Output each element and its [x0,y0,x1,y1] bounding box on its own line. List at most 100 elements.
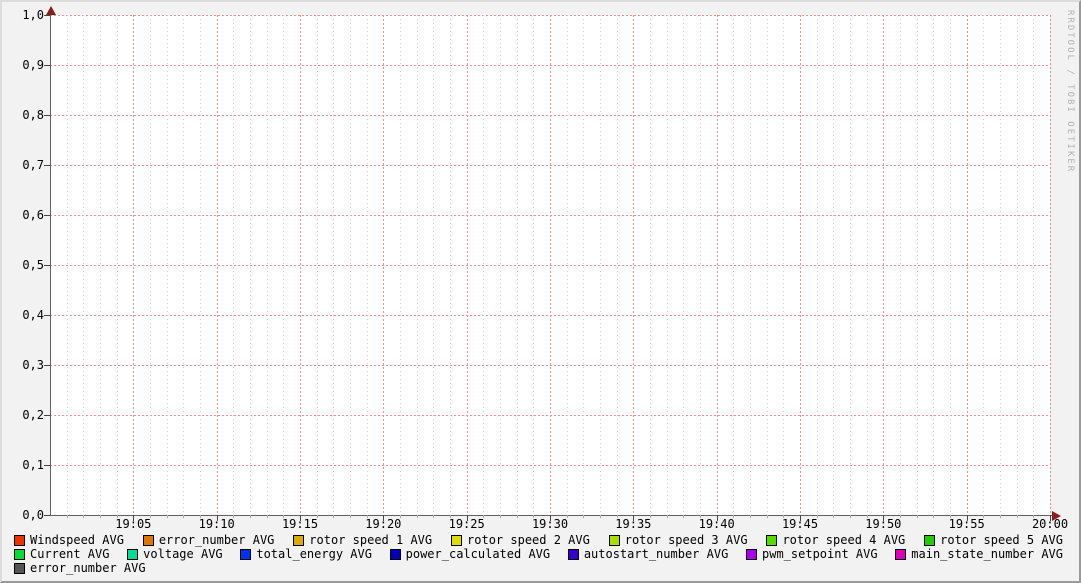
minor-v-gridline [250,15,251,515]
legend-item: autostart_number AVG [567,547,729,561]
legend-color-swatch [389,548,401,560]
x-minor-tick [816,515,818,518]
x-major-tick [300,515,301,521]
major-v-gridline [466,15,468,515]
minor-v-gridline [733,15,735,515]
legend: Windspeed AVG error_number AVG rotor speed… [2,533,1079,575]
minor-v-gridline [1033,15,1035,515]
minor-v-gridline [1016,15,1018,515]
x-minor-tick [366,515,368,518]
x-minor-tick [566,515,568,518]
x-minor-tick [450,515,451,518]
y-tick-label: 0,0 [22,508,44,522]
legend-item: main_state_number AVG [895,547,1063,561]
minor-v-gridline [200,15,201,515]
minor-v-gridline [600,15,601,515]
x-minor-tick [600,515,601,518]
y-tick-label: 0,5 [22,258,44,272]
legend-item: Current AVG [14,547,109,561]
x-minor-tick [700,515,701,518]
x-minor-tick [283,515,285,518]
x-minor-tick [483,515,485,518]
x-minor-tick [1016,515,1018,518]
legend-label: autostart_number AVG [583,547,729,561]
minor-v-gridline [283,15,285,515]
minor-v-gridline [700,15,701,515]
x-tick-label: 19:45 [781,517,819,531]
legend-color-swatch [608,534,620,546]
x-minor-tick [416,515,418,518]
minor-v-gridline [400,15,401,515]
x-minor-tick [1033,515,1035,518]
minor-v-gridline [666,15,668,515]
y-tick-label: 0,9 [22,58,44,72]
y-tick-label: 0,6 [22,208,44,222]
minor-v-gridline [566,15,568,515]
x-major-tick [800,515,801,521]
x-minor-tick [983,515,985,518]
legend-label: pwm_setpoint AVG [762,547,878,561]
minor-v-gridline [433,15,435,515]
minor-v-gridline [100,15,101,515]
legend-color-swatch [451,534,463,546]
major-v-gridline [883,15,885,515]
minor-v-gridline [66,15,68,515]
y-tick [44,165,50,166]
x-tick-label: 19:05 [115,517,152,531]
minor-v-gridline [583,15,585,515]
y-tick [44,515,50,516]
minor-v-gridline [616,15,618,515]
legend-label: power_calculated AVG [405,547,551,561]
x-major-tick [1050,515,1051,521]
legend-label: voltage AVG [143,547,223,561]
y-tick-label: 0,3 [22,358,44,372]
x-minor-tick [116,515,118,518]
minor-v-gridline [950,15,951,515]
x-minor-tick [266,515,268,518]
legend-item: voltage AVG [127,547,223,561]
legend-item: rotor speed 4 AVG [766,533,905,547]
minor-v-gridline [166,15,168,515]
minor-v-gridline [783,15,785,515]
legend-row: Current AVG voltage AVG total_energy AVG po… [14,547,1063,561]
minor-v-gridline [683,15,685,515]
x-major-tick [966,515,968,521]
x-axis-arrow-icon [1052,511,1061,521]
minor-v-gridline [933,15,935,515]
legend-label: Current AVG [30,547,110,561]
minor-v-gridline [650,15,651,515]
legend-label: main_state_number AVG [911,547,1063,561]
y-tick [44,465,50,466]
legend-color-swatch [14,562,25,574]
x-major-tick [633,515,635,521]
x-major-tick [550,515,551,521]
major-v-gridline [550,15,551,515]
minor-v-gridline [333,15,335,515]
x-minor-tick [433,515,435,518]
minor-v-gridline [816,15,818,515]
x-minor-tick [1000,515,1001,518]
legend-color-swatch [567,548,579,560]
x-minor-tick [583,515,585,518]
x-minor-tick [183,515,185,518]
x-tick-label: 19:35 [615,517,652,531]
legend-row: error_number AVG [14,561,1063,575]
legend-label: rotor speed 2 AVG [467,533,590,547]
legend-item: error_number AVG [14,561,146,575]
minor-v-gridline [316,15,318,515]
x-minor-tick [933,515,935,518]
x-tick-label: 19:40 [698,517,735,531]
minor-v-gridline [416,15,418,515]
x-minor-tick [250,515,251,518]
x-tick-label: 20:00 [1031,517,1069,531]
x-minor-tick [766,515,768,518]
major-v-gridline [1050,15,1051,515]
legend-color-swatch [127,548,139,560]
x-major-tick [716,515,718,521]
legend-label: rotor speed 5 AVG [940,533,1063,547]
legend-color-swatch [293,534,305,546]
major-v-gridline [300,15,301,515]
x-minor-tick [400,515,401,518]
minor-v-gridline [833,15,835,515]
x-tick-label: 19:55 [948,517,985,531]
